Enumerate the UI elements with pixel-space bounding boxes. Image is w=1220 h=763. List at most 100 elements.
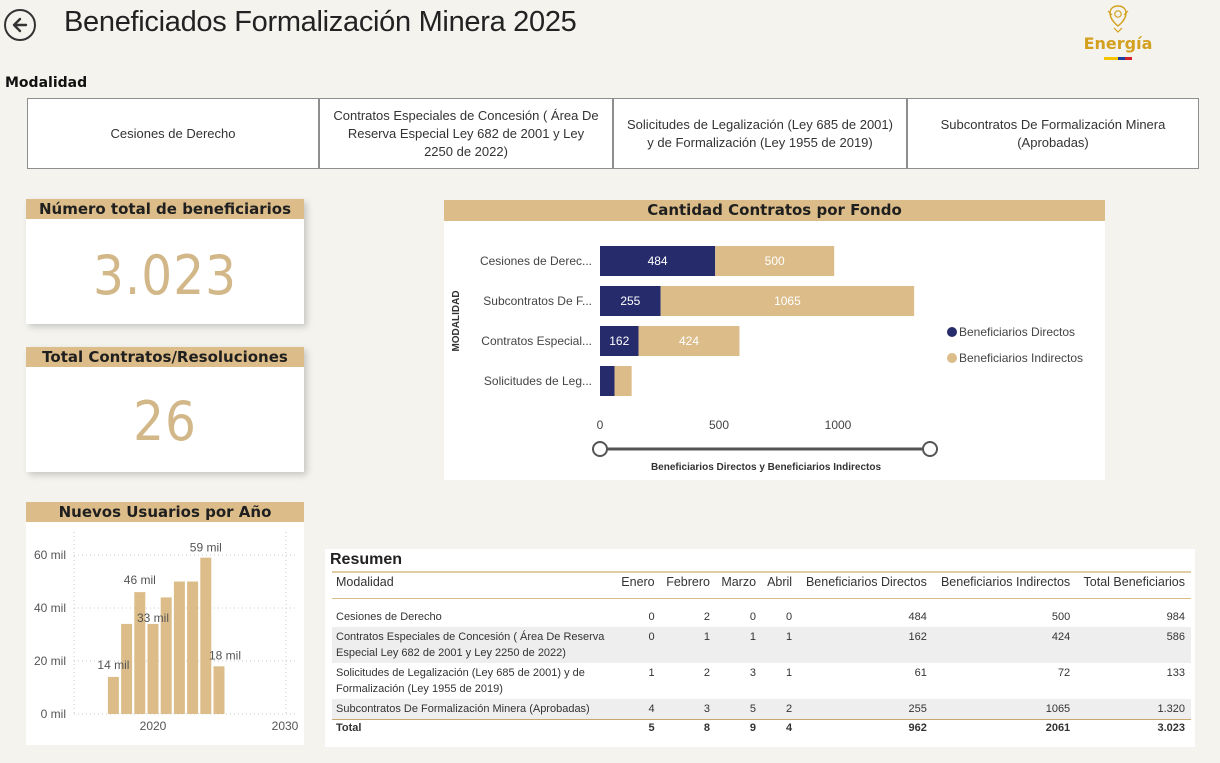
x-axis-label: Beneficiarios Directos y Beneficiarios I… xyxy=(651,462,882,473)
year-bar xyxy=(160,597,172,714)
year-bar xyxy=(200,557,212,714)
year-bar xyxy=(213,666,225,714)
legend-marker xyxy=(947,327,957,337)
column-header[interactable]: Modalidad xyxy=(332,571,616,599)
table-cell: 2061 xyxy=(932,719,1077,736)
x-tick-label: 0 xyxy=(597,418,604,432)
year-bar xyxy=(121,623,133,714)
table-cell: 2 xyxy=(703,611,710,623)
table-row[interactable]: Subcontratos De Formalización Minera (Ap… xyxy=(332,699,1191,720)
table-header-row: Modalidad Enero Febrero Marzo Abril Bene… xyxy=(332,571,1191,599)
table-cell: 984 xyxy=(1166,611,1185,623)
page-title: Beneficiados Formalización Minera 2025 xyxy=(64,6,577,38)
data-label: 1065 xyxy=(774,294,801,308)
table-cell: 3.023 xyxy=(1076,719,1191,736)
table-cell: 5 xyxy=(616,719,661,736)
table-cell: 0 xyxy=(648,611,655,623)
table-row[interactable]: Cesiones de Derecho 0 2 0 0 484 500 984 xyxy=(332,599,1191,628)
data-label: 162 xyxy=(609,334,629,348)
table-cell: 3 xyxy=(660,699,716,720)
column-header[interactable]: Marzo xyxy=(716,571,763,599)
table-row[interactable]: Solicitudes de Legalización (Ley 685 de … xyxy=(332,663,1191,699)
data-label: 33 mil xyxy=(137,611,169,625)
table-cell: 9 xyxy=(716,719,763,736)
kpi-card-contratos: Total Contratos/Resoluciones 26 xyxy=(26,347,304,472)
bar-indirectos xyxy=(638,326,740,356)
column-header[interactable]: Beneficiarios Indirectos xyxy=(932,571,1077,599)
legend-label: Beneficiarios Indirectos xyxy=(959,351,1083,365)
nuevos-usuarios-card: Nuevos Usuarios por Año 0 mil 20 mil 40 mi… xyxy=(26,502,304,745)
slicer-option-solicitudes[interactable]: Solicitudes de Legalización (Ley 685 de … xyxy=(613,98,907,169)
table-cell: 61 xyxy=(914,667,927,679)
legend-marker xyxy=(947,353,957,363)
table-cell: 0 xyxy=(616,627,661,663)
table-cell: 162 xyxy=(798,627,933,663)
table-cell: Total xyxy=(332,719,616,736)
table-cell: 1.320 xyxy=(1076,699,1191,720)
back-button[interactable] xyxy=(4,9,36,41)
column-header[interactable]: Febrero xyxy=(660,571,716,599)
column-header[interactable]: Abril xyxy=(762,571,799,599)
table-cell: 1 xyxy=(648,667,655,679)
table-cell: 1 xyxy=(716,627,763,663)
slicer-option-subcontratos[interactable]: Subcontratos De Formalización Minera (Ap… xyxy=(907,98,1199,169)
table-cell: 500 xyxy=(1051,611,1071,623)
crest-icon xyxy=(1107,5,1129,33)
kpi-value: 26 xyxy=(133,390,197,453)
table-row[interactable]: Contratos Especiales de Concesión ( Área… xyxy=(332,627,1191,663)
data-label: 59 mil xyxy=(190,541,222,555)
data-label: 46 mil xyxy=(124,573,156,587)
table-cell: 3 xyxy=(749,667,757,679)
table-cell: Contratos Especiales de Concesión ( Área… xyxy=(332,627,616,663)
table-cell: 133 xyxy=(1166,667,1185,679)
y-tick-label: 0 mil xyxy=(41,707,66,721)
contratos-fondo-card: Cantidad Contratos por Fondo MODALIDAD Ce… xyxy=(444,200,1105,480)
resumen-table: Modalidad Enero Febrero Marzo Abril Bene… xyxy=(332,571,1191,736)
category-label: Contratos Especial... xyxy=(481,334,592,348)
range-slider-handle xyxy=(922,441,938,457)
fondo-chart: MODALIDAD Cesiones de Derec... 484 500 Subco… xyxy=(451,246,1083,473)
x-tick-label: 500 xyxy=(709,418,729,432)
table-cell: 0 xyxy=(749,611,757,623)
column-header[interactable]: Total Beneficiarios xyxy=(1076,571,1191,599)
usuarios-chart: 0 mil 20 mil 40 mil 60 mil 14 mil 46 mil 33 mi… xyxy=(34,532,299,733)
x-tick-label: 2030 xyxy=(272,719,299,733)
table-cell: 962 xyxy=(798,719,933,736)
column-header[interactable]: Beneficiarios Directos xyxy=(798,571,933,599)
column-header[interactable]: Enero xyxy=(616,571,661,599)
table-cell: 484 xyxy=(908,611,927,623)
table-cell: 0 xyxy=(785,611,793,623)
table-cell: 5 xyxy=(716,699,763,720)
slicer-option-cesiones[interactable]: Cesiones de Derecho xyxy=(27,98,319,169)
table-cell: 255 xyxy=(798,699,933,720)
table-cell: Subcontratos De Formalización Minera (Ap… xyxy=(332,699,616,720)
table-cell: 1065 xyxy=(932,699,1077,720)
y-tick-label: 60 mil xyxy=(34,548,66,562)
table-cell: 4 xyxy=(616,699,661,720)
table-cell: 72 xyxy=(1057,667,1071,679)
table-cell: 8 xyxy=(660,719,716,736)
bar-directos xyxy=(600,246,716,276)
data-label: 255 xyxy=(620,294,640,308)
table-cell: 1 xyxy=(785,667,793,679)
table-cell: 586 xyxy=(1076,627,1191,663)
bar-directos xyxy=(600,366,615,396)
flag-bar xyxy=(1104,57,1132,60)
y-tick-label: 40 mil xyxy=(34,601,66,615)
chart-title: Cantidad Contratos por Fondo xyxy=(444,200,1105,221)
category-label: Solicitudes de Leg... xyxy=(484,374,592,388)
range-slider-handle xyxy=(592,441,608,457)
kpi-title: Total Contratos/Resoluciones xyxy=(26,347,304,367)
modalidad-label: Modalidad xyxy=(5,75,88,91)
back-arrow-icon xyxy=(12,17,28,33)
kpi-title: Número total de beneficiarios xyxy=(26,199,304,219)
kpi-card-beneficiarios: Número total de beneficiarios 3.023 xyxy=(26,199,304,324)
slicer-option-contratos-especiales[interactable]: Contratos Especiales de Concesión ( Área… xyxy=(319,98,613,169)
year-bar xyxy=(107,676,119,714)
logo-text: Energía xyxy=(1083,34,1153,53)
table-total-row: Total 5 8 9 4 962 2061 3.023 xyxy=(332,719,1191,736)
table-title: Resumen xyxy=(330,551,403,568)
data-label: 500 xyxy=(765,254,785,268)
year-bar xyxy=(173,581,185,714)
table-cell: 2 xyxy=(762,699,799,720)
